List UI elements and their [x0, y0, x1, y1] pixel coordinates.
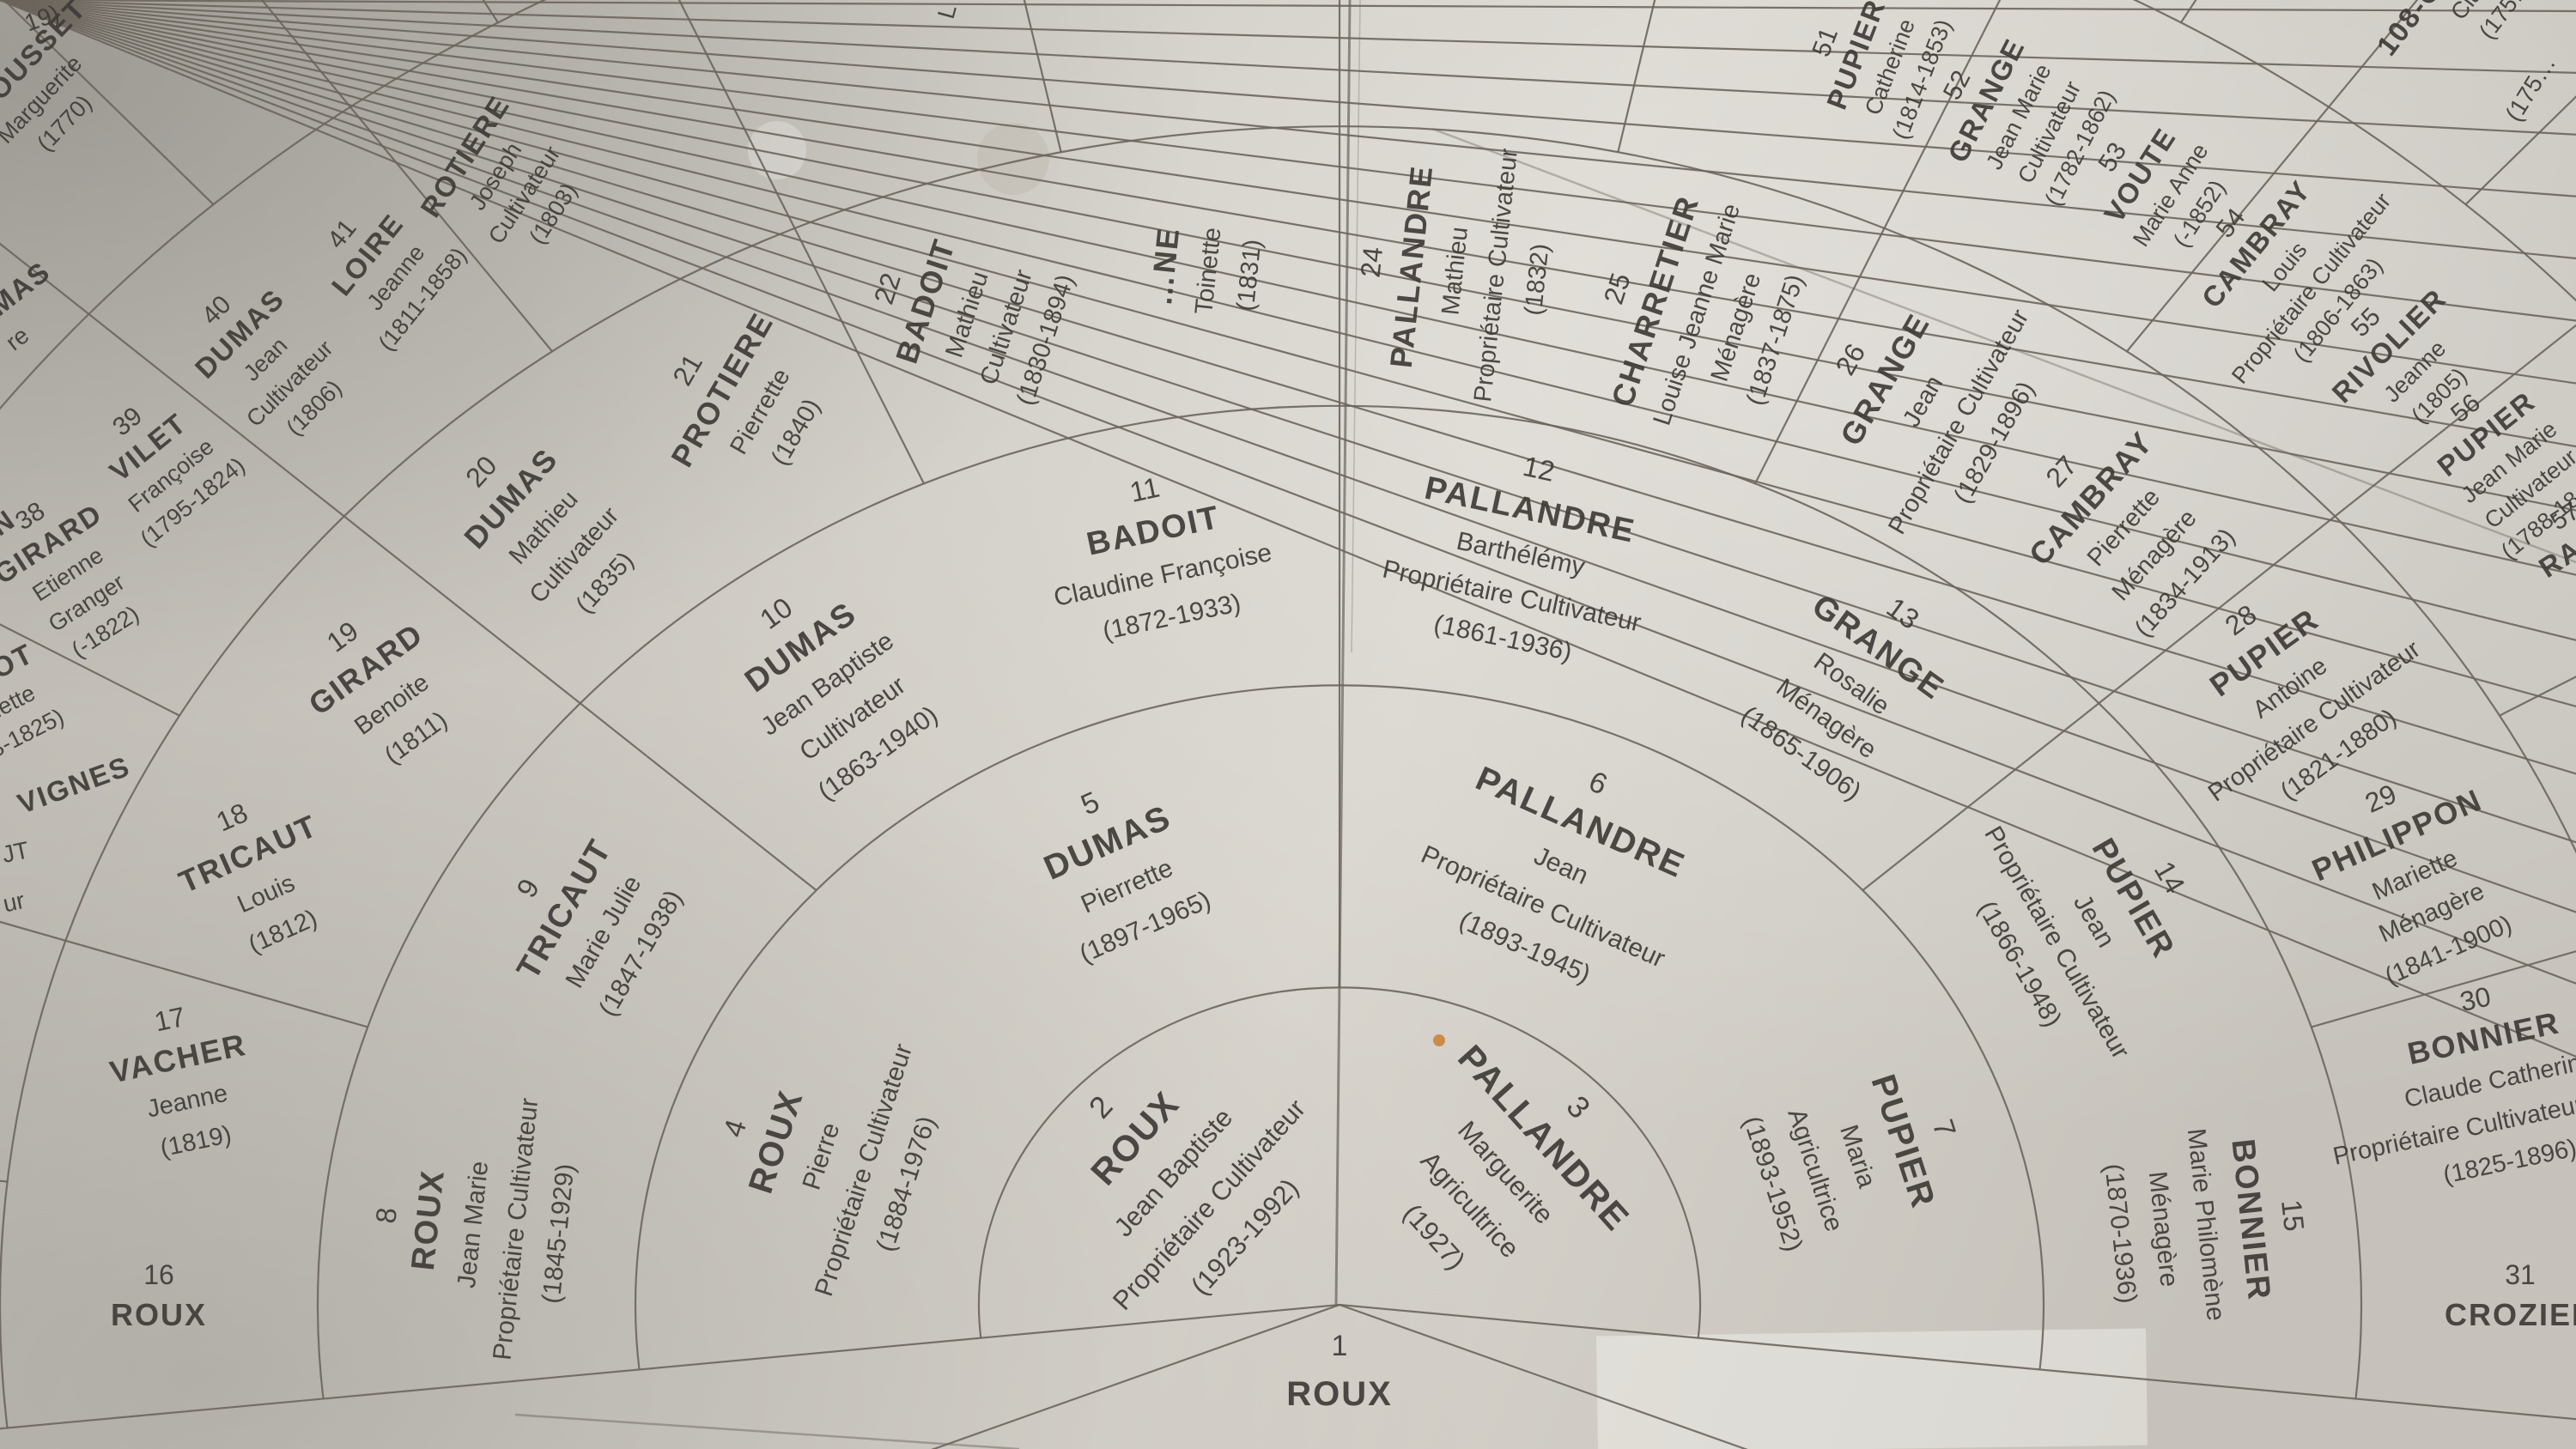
cell-divider	[2334, 324, 2576, 518]
person-sur: …NE	[1143, 225, 1186, 307]
edge-fragment-text: L	[933, 2, 962, 21]
cell-divider	[65, 939, 368, 1028]
cell-divider	[3, 0, 215, 206]
person-cell-16: 16 ROUX	[111, 1259, 207, 1332]
cell-divider	[0, 0, 2576, 641]
ring-arc	[977, 986, 1702, 1338]
person-num: 30	[2458, 980, 2494, 1017]
cell-divider	[0, 0, 2576, 260]
person-num: 8	[369, 1206, 403, 1225]
person-sur: CROZIER	[2445, 1297, 2576, 1332]
cell-divider	[343, 515, 581, 705]
cell-divider	[0, 0, 2576, 1058]
fan-edge-line	[931, 1303, 1340, 1449]
cell-divider	[2311, 950, 2576, 1028]
edge-fragment: L	[933, 2, 962, 21]
fan-edge-line	[0, 1303, 1340, 1430]
person-num: 11	[1127, 471, 1162, 508]
person-num: 1	[1332, 1330, 1348, 1362]
orange-stain	[1433, 1034, 1445, 1046]
cell-divider	[0, 0, 2576, 448]
fan-edge-line	[1339, 1303, 1748, 1449]
cell-divider	[0, 0, 2576, 775]
cell-divider	[0, 0, 2576, 985]
cell-divider	[0, 0, 2576, 708]
vertical-fold-seam-double	[1351, 0, 1361, 653]
cell-divider	[1883, 0, 2002, 229]
edge-fragment: JT	[0, 836, 31, 868]
person-num: 16	[143, 1259, 174, 1290]
person-cell-1: 1 ROUX	[1286, 1330, 1393, 1413]
cell-divider	[0, 0, 2576, 844]
person-num: 31	[2505, 1259, 2536, 1290]
person-sur: ROUX	[111, 1297, 207, 1332]
cell-divider	[0, 0, 2576, 576]
cell-divider	[260, 0, 351, 108]
cell-divider	[349, 106, 553, 353]
overlapping-sheet-corner	[1596, 1328, 2148, 1449]
cell-divider	[2098, 515, 2336, 705]
person-num: 17	[152, 1001, 188, 1038]
cell-divider	[0, 0, 2576, 913]
cell-divider	[2126, 106, 2330, 353]
cell-divider	[0, 0, 2576, 322]
sheet-edge-diagonal	[1431, 127, 2576, 564]
person-num: 12	[1520, 450, 1558, 488]
person-num: 24	[1355, 246, 1389, 279]
paper-stain	[977, 123, 1049, 195]
cell-divider	[0, 0, 2576, 13]
cell-divider	[0, 0, 2576, 512]
paper-seams	[514, 0, 2576, 1449]
cell-divider	[2328, 0, 2419, 108]
cell-divider	[0, 0, 2576, 197]
cell-divider	[1862, 702, 2100, 892]
cell-divider	[0, 0, 2576, 385]
cell-divider	[88, 313, 345, 518]
cell-divider	[0, 920, 66, 942]
cell-divider	[793, 227, 925, 484]
cell-divider	[1617, 0, 1656, 153]
person-num: 15	[2275, 1198, 2311, 1233]
vertical-fold-seam	[1334, 0, 1352, 1306]
sheet-edge-bottom-left	[514, 1413, 1020, 1449]
fan-edge-line	[1339, 1303, 2576, 1421]
cell-divider	[0, 242, 90, 315]
edge-fragment-text: JT	[0, 836, 31, 868]
person-sur: ROUX	[1286, 1375, 1393, 1413]
person-cell-31: 31 CROZIER	[2445, 1259, 2576, 1332]
cell-divider	[0, 0, 2576, 74]
cell-divider	[579, 702, 817, 892]
cell-divider	[2464, 95, 2576, 206]
cell-divider	[2499, 676, 2576, 717]
cell-divider	[0, 0, 2576, 136]
cell-divider	[0, 623, 180, 717]
